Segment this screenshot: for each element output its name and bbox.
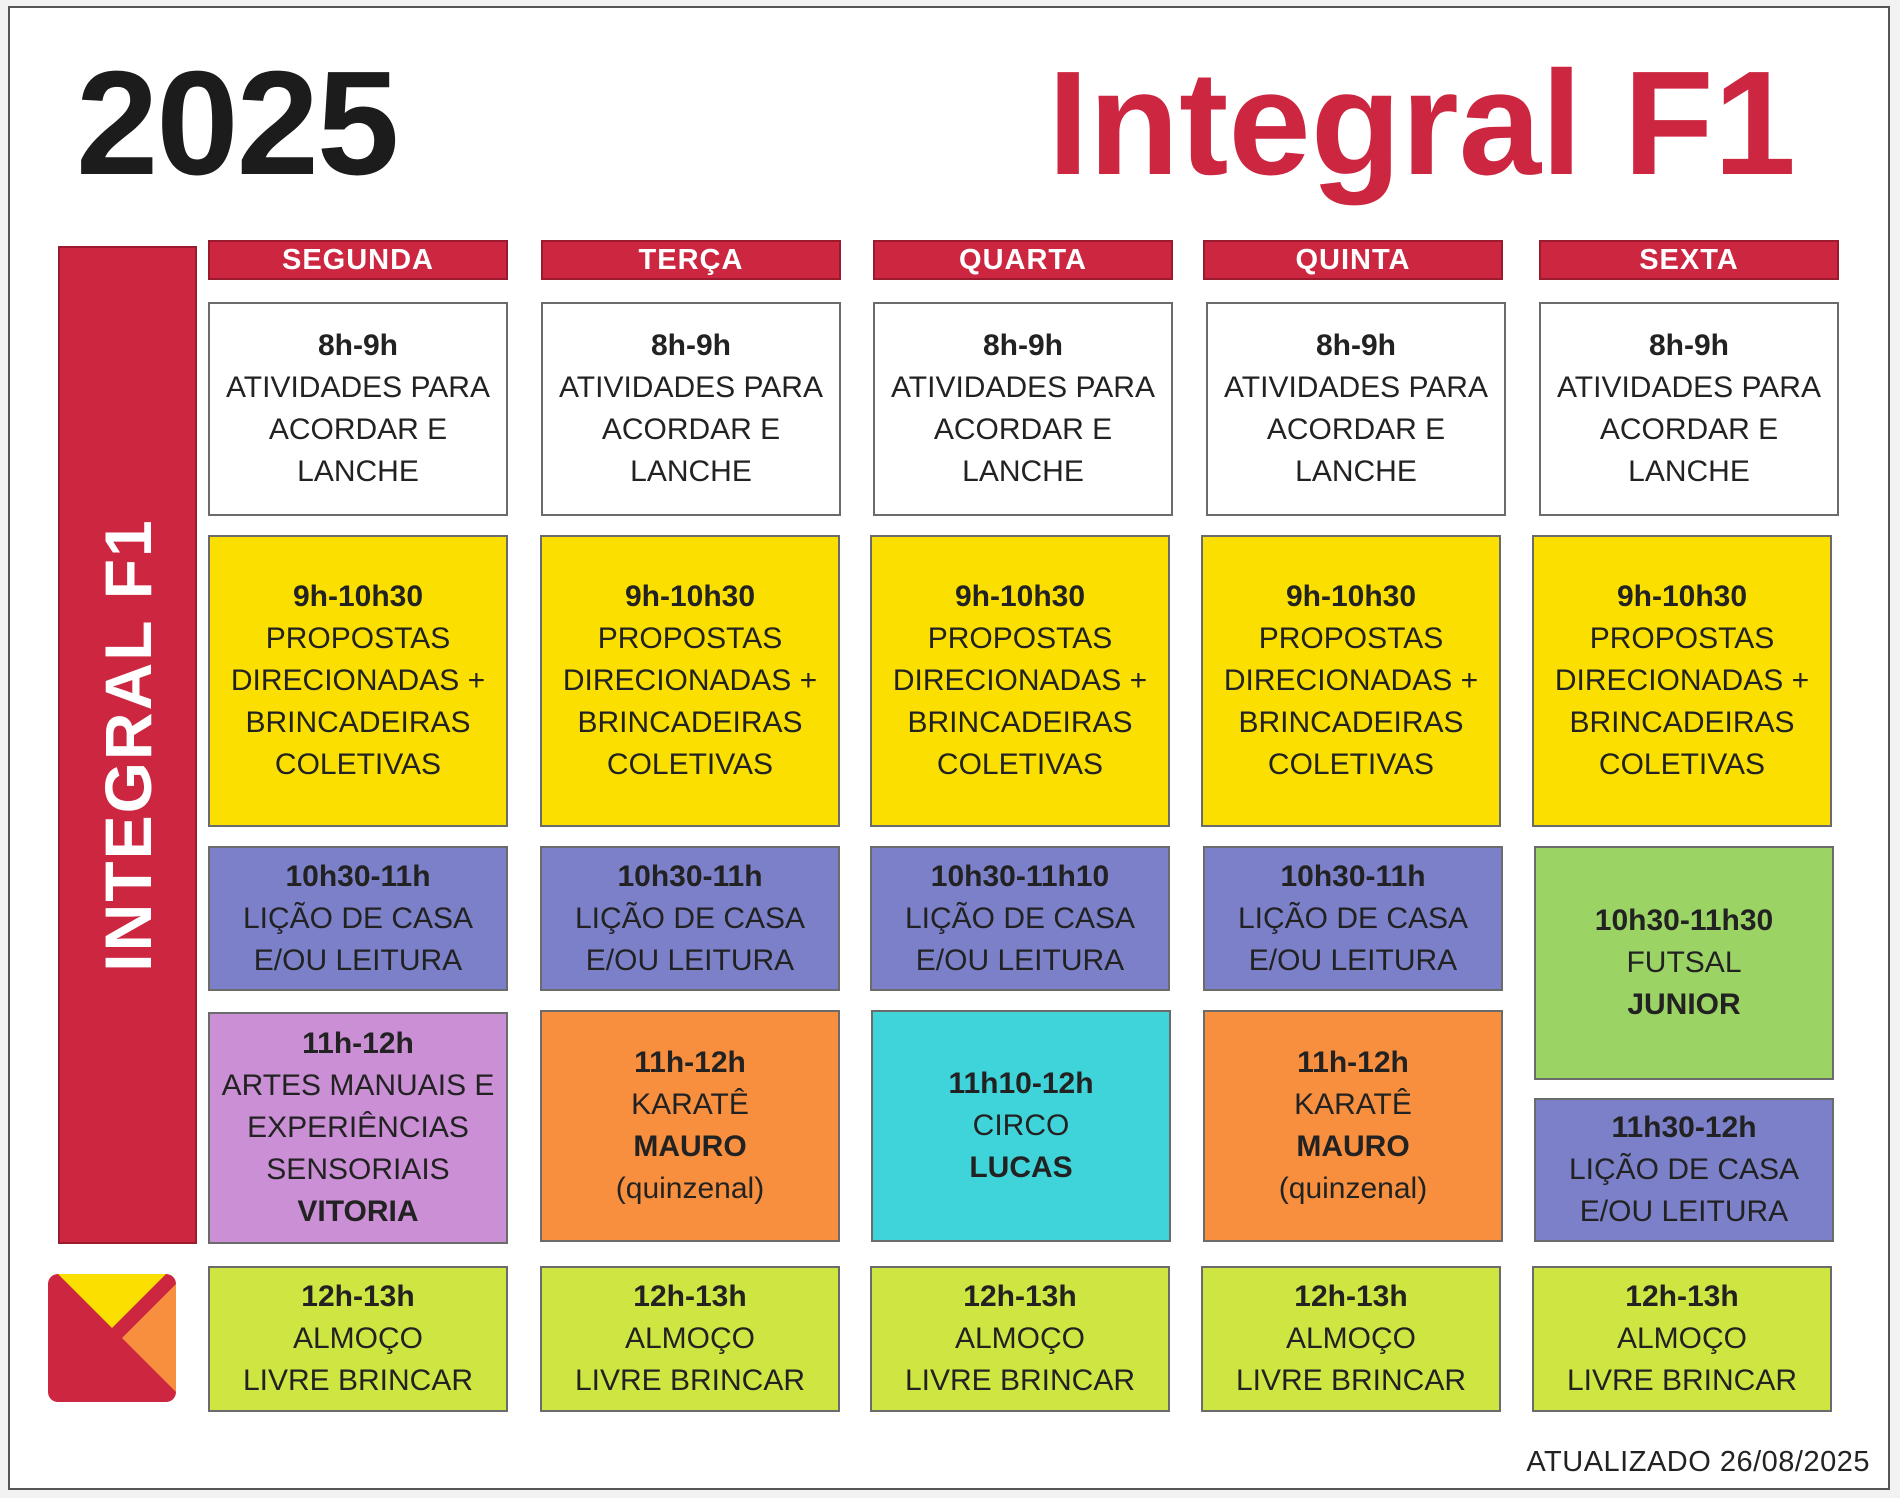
slot-activity: ARTES MANUAIS E EXPERIÊNCIAS SENSORIAIS [221,1069,495,1186]
slot-time: 11h-12h [634,1046,746,1079]
slot-time: 8h-9h [317,329,398,362]
slot-terca-homework: 10h30-11h LIÇÃO DE CASA E/OU LEITURA [540,846,840,991]
slot-time: 12h-13h [963,1280,1077,1313]
slot-activity: PROPOSTAS DIRECIONADAS + BRINCADEIRAS CO… [230,622,486,781]
slot-quarta-homework: 10h30-11h10 LIÇÃO DE CASA E/OU LEITURA [870,846,1170,991]
slot-time: 11h30-12h [1611,1111,1757,1144]
slot-time: 10h30-11h30 [1594,904,1774,937]
slot-quarta-lunch: 12h-13h ALMOÇO LIVRE BRINCAR [870,1266,1170,1412]
slot-time: 9h-10h30 [954,580,1086,613]
sidebar-label: INTEGRAL F1 [90,518,165,972]
slot-time: 8h-9h [650,329,731,362]
slot-activity: ALMOÇO LIVRE BRINCAR [242,1322,474,1397]
slot-activity: ATIVIDADES PARA ACORDAR E LANCHE [559,371,823,488]
slot-time: 10h30-11h10 [930,859,1110,893]
slot-sexta-futsal: 10h30-11h30 FUTSAL JUNIOR [1534,846,1834,1080]
slot-sexta-morning: 9h-10h30 PROPOSTAS DIRECIONADAS + BRINCA… [1532,535,1832,827]
slot-time: 9h-10h30 [292,580,424,613]
slot-quinta-breakfast: 8h-9h ATIVIDADES PARA ACORDAR E LANCHE [1206,302,1506,516]
sidebar-banner: INTEGRAL F1 [58,246,197,1244]
slot-activity: PROPOSTAS DIRECIONADAS + BRINCADEIRAS CO… [562,622,818,781]
slot-teacher: MAURO [1296,1130,1410,1163]
slot-terca-morning: 9h-10h30 PROPOSTAS DIRECIONADAS + BRINCA… [540,535,840,827]
slot-time: 9h-10h30 [1616,580,1748,613]
slot-segunda-lunch: 12h-13h ALMOÇO LIVRE BRINCAR [208,1266,508,1412]
slot-activity: KARATÊ [1294,1088,1412,1121]
year-heading: 2025 [76,41,399,206]
slot-time: 12h-13h [1625,1280,1739,1313]
slot-terca-lunch: 12h-13h ALMOÇO LIVRE BRINCAR [540,1266,840,1412]
day-header-quarta: QUARTA [873,240,1173,280]
slot-segunda-arts: 11h-12h ARTES MANUAIS E EXPERIÊNCIAS SEN… [208,1012,508,1244]
slot-activity: ALMOÇO LIVRE BRINCAR [1235,1322,1467,1397]
day-header-sexta: SEXTA [1539,240,1839,280]
slot-time: 10h30-11h [617,859,763,893]
slot-activity: PROPOSTAS DIRECIONADAS + BRINCADEIRAS CO… [1554,622,1810,781]
day-header-quinta: QUINTA [1203,240,1503,280]
slot-activity: PROPOSTAS DIRECIONADAS + BRINCADEIRAS CO… [892,622,1148,781]
slot-quarta-circus: 11h10-12h CIRCO LUCAS [871,1010,1171,1242]
slot-time: 11h10-12h [948,1067,1094,1100]
slot-teacher: VITORIA [297,1195,419,1228]
page-title: Integral F1 [1047,41,1796,206]
slot-teacher: MAURO [633,1130,747,1163]
slot-segunda-breakfast: 8h-9h ATIVIDADES PARA ACORDAR E LANCHE [208,302,508,516]
updated-date: ATUALIZADO 26/08/2025 [1526,1446,1870,1478]
slot-activity: ALMOÇO LIVRE BRINCAR [574,1322,806,1397]
slot-activity: ALMOÇO LIVRE BRINCAR [904,1322,1136,1397]
day-header-segunda: SEGUNDA [208,240,508,280]
slot-activity: KARATÊ [631,1088,749,1121]
slot-time: 8h-9h [982,329,1063,362]
day-header-terca: TERÇA [541,240,841,280]
slot-teacher: LUCAS [969,1151,1073,1184]
slot-time: 11h-12h [302,1027,414,1060]
slot-quarta-breakfast: 8h-9h ATIVIDADES PARA ACORDAR E LANCHE [873,302,1173,516]
slot-time: 10h30-11h [285,859,431,893]
slot-time: 11h-12h [1297,1046,1409,1079]
slot-quinta-homework: 10h30-11h LIÇÃO DE CASA E/OU LEITURA [1203,846,1503,991]
slot-activity: LIÇÃO DE CASA E/OU LEITURA [1568,1153,1800,1228]
slot-segunda-morning: 9h-10h30 PROPOSTAS DIRECIONADAS + BRINCA… [208,535,508,827]
slot-quarta-morning: 9h-10h30 PROPOSTAS DIRECIONADAS + BRINCA… [870,535,1170,827]
slot-quinta-morning: 9h-10h30 PROPOSTAS DIRECIONADAS + BRINCA… [1201,535,1501,827]
school-logo-icon [48,1274,176,1402]
slot-time: 8h-9h [1315,329,1396,362]
slot-terca-breakfast: 8h-9h ATIVIDADES PARA ACORDAR E LANCHE [541,302,841,516]
slot-note: (quinzenal) [615,1172,765,1205]
slot-time: 12h-13h [301,1280,415,1313]
slot-segunda-homework: 10h30-11h LIÇÃO DE CASA E/OU LEITURA [208,846,508,991]
slot-activity: ALMOÇO LIVRE BRINCAR [1566,1322,1798,1397]
slot-activity: PROPOSTAS DIRECIONADAS + BRINCADEIRAS CO… [1223,622,1479,781]
schedule-sheet: 2025 Integral F1 INTEGRAL F1 SEGUNDA TER… [8,6,1890,1490]
slot-activity: CIRCO [972,1109,1070,1142]
slot-time: 9h-10h30 [624,580,756,613]
slot-activity: LIÇÃO DE CASA E/OU LEITURA [904,901,1136,977]
slot-activity: ATIVIDADES PARA ACORDAR E LANCHE [1224,371,1488,488]
slot-teacher: JUNIOR [1627,988,1741,1021]
slot-activity: LIÇÃO DE CASA E/OU LEITURA [242,901,474,977]
slot-sexta-lunch: 12h-13h ALMOÇO LIVRE BRINCAR [1532,1266,1832,1412]
slot-sexta-homework: 11h30-12h LIÇÃO DE CASA E/OU LEITURA [1534,1098,1834,1242]
slot-quinta-karate: 11h-12h KARATÊ MAURO (quinzenal) [1203,1010,1503,1242]
slot-time: 9h-10h30 [1285,580,1417,613]
slot-quinta-lunch: 12h-13h ALMOÇO LIVRE BRINCAR [1201,1266,1501,1412]
slot-activity: ATIVIDADES PARA ACORDAR E LANCHE [226,371,490,488]
slot-sexta-breakfast: 8h-9h ATIVIDADES PARA ACORDAR E LANCHE [1539,302,1839,516]
slot-activity: LIÇÃO DE CASA E/OU LEITURA [574,901,806,977]
slot-activity: FUTSAL [1626,946,1742,979]
slot-time: 12h-13h [633,1280,747,1313]
slot-time: 10h30-11h [1280,859,1426,893]
slot-activity: ATIVIDADES PARA ACORDAR E LANCHE [1557,371,1821,488]
slot-terca-karate: 11h-12h KARATÊ MAURO (quinzenal) [540,1010,840,1242]
slot-activity: ATIVIDADES PARA ACORDAR E LANCHE [891,371,1155,488]
slot-activity: LIÇÃO DE CASA E/OU LEITURA [1237,901,1469,977]
slot-note: (quinzenal) [1278,1172,1428,1205]
slot-time: 12h-13h [1294,1280,1408,1313]
slot-time: 8h-9h [1648,329,1729,362]
